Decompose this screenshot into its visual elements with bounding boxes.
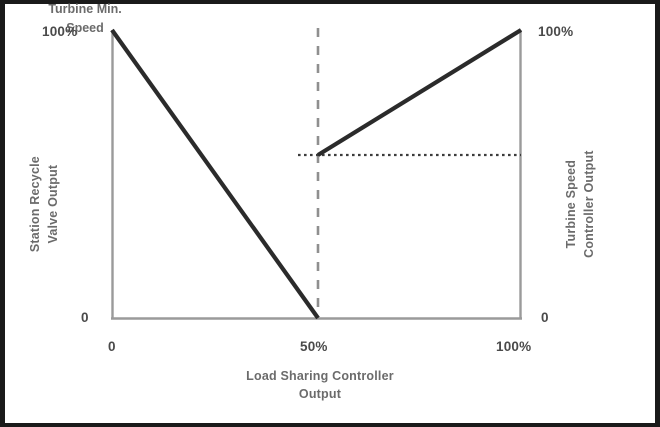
y-axis-left-title-line1: Station Recycle [27,156,42,253]
y-axis-left-tick-0: 0 [81,310,89,325]
x-axis-title: Load Sharing Controller Output [190,367,450,403]
x-axis-tick-100: 100% [496,339,532,354]
y-axis-left-tick-100: 100% [42,24,78,39]
turbine-speed-controller-line [316,28,523,157]
station-recycle-valve-line [110,28,320,320]
y-axis-right-tick-0: 0 [541,310,549,325]
x-axis-tick-50: 50% [300,339,328,354]
x-axis-title-line2: Output [298,387,342,402]
turbine-min-speed-annotation-line1: Turbine Min. [48,2,122,16]
y-axis-right-title-line1: Turbine Speed [563,159,578,249]
y-axis-left-title-line2: Valve Output [46,164,60,244]
y-axis-right-title-line2: Controller Output [582,150,596,258]
turbine-min-speed-annotation: Turbine Min. Speed [0,0,170,38]
turbine-min-speed-annotation-line2: Speed [66,20,104,35]
y-axis-right-title: Turbine Speed Controller Output [562,114,598,294]
x-axis-tick-0: 0 [108,339,116,354]
x-axis-title-line1: Load Sharing Controller [246,369,394,383]
y-axis-right-tick-100: 100% [538,24,574,39]
y-axis-left-title: Station Recycle Valve Output [26,114,62,294]
